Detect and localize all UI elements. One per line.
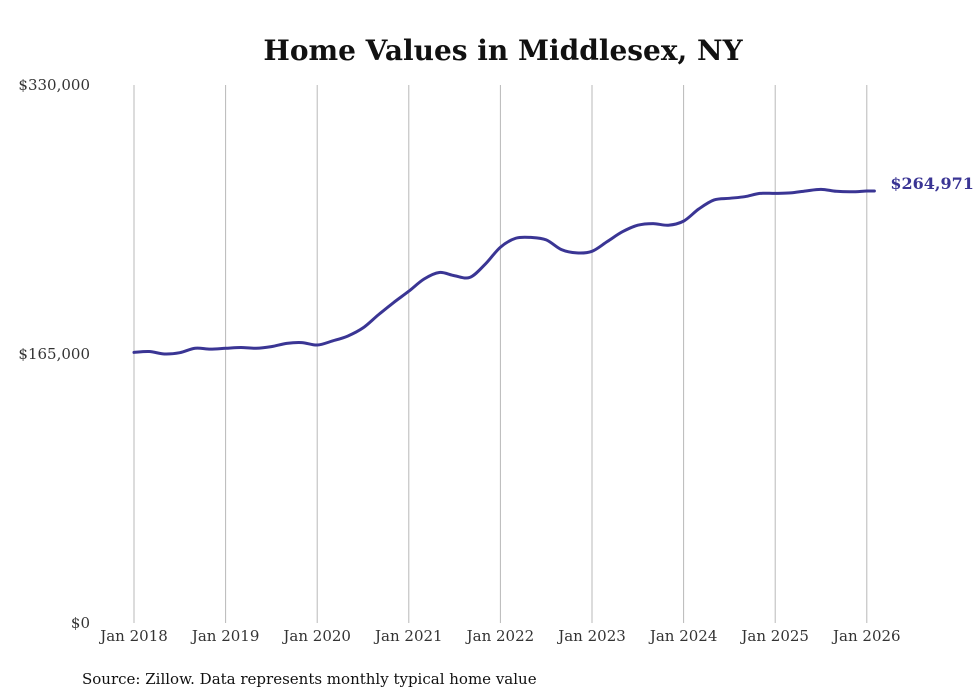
x-tick-label-2022: Jan 2022 [465,627,535,645]
x-tick-label-2026: Jan 2026 [831,627,901,645]
x-tick-label-2023: Jan 2023 [556,627,626,645]
y-tick-label-0: $0 [71,614,90,632]
x-tick-label-2019: Jan 2019 [190,627,260,645]
y-tick-label-330000: $330,000 [18,76,90,94]
x-tick-label-2018: Jan 2018 [98,627,168,645]
x-tick-label-2020: Jan 2020 [281,627,351,645]
y-axis-tick-labels: $0 $165,000 $330,000 [18,76,90,632]
x-tick-label-2021: Jan 2021 [373,627,443,645]
home-value-series-line [132,187,876,356]
chart-title: Home Values in Middlesex, NY [263,34,743,67]
y-tick-label-165000: $165,000 [18,345,90,363]
x-tick-label-2025: Jan 2025 [739,627,809,645]
x-tick-label-2024: Jan 2024 [648,627,718,645]
x-axis-tick-labels: Jan 2018 Jan 2019 Jan 2020 Jan 2021 Jan 2022… [98,627,900,645]
source-note: Source: Zillow. Data represents monthly … [82,670,537,688]
vertical-gridlines [133,85,868,623]
latest-value-label: $264,971 [890,174,974,193]
